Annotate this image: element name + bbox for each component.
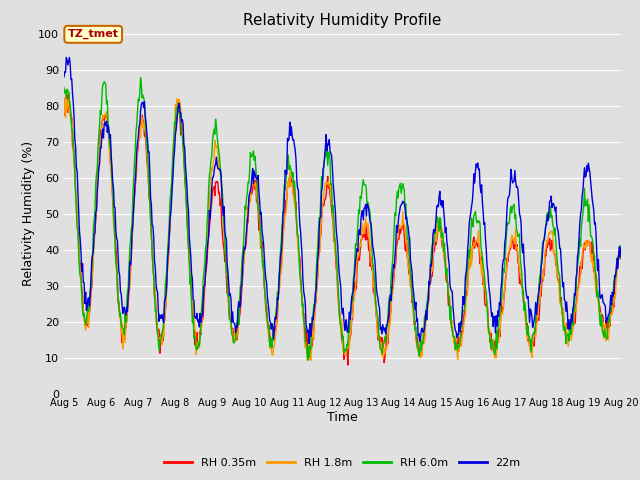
RH 0.35m — [344, 362, 351, 368]
RH 6.0m — [304, 358, 312, 363]
RH 6.0m — [183, 208, 191, 214]
RH 0.35m — [445, 302, 452, 308]
RH 1.8m — [63, 91, 70, 96]
RH 6.0m — [390, 243, 397, 249]
22m — [305, 341, 313, 347]
Legend: RH 0.35m, RH 1.8m, RH 6.0m, 22m: RH 0.35m, RH 1.8m, RH 6.0m, 22m — [159, 453, 525, 472]
RH 0.35m — [335, 299, 342, 305]
RH 6.0m — [617, 243, 625, 249]
22m — [568, 312, 575, 317]
X-axis label: Time: Time — [327, 411, 358, 424]
RH 1.8m — [617, 246, 625, 252]
Line: RH 1.8m: RH 1.8m — [64, 94, 621, 360]
RH 0.35m — [65, 89, 72, 95]
Line: RH 0.35m: RH 0.35m — [64, 92, 621, 365]
RH 1.8m — [183, 202, 191, 208]
RH 0.35m — [390, 281, 397, 287]
22m — [335, 272, 343, 277]
RH 1.8m — [568, 337, 575, 343]
RH 0.35m — [568, 320, 575, 325]
RH 1.8m — [60, 96, 68, 101]
Line: RH 6.0m: RH 6.0m — [64, 78, 621, 360]
22m — [207, 201, 215, 206]
RH 1.8m — [390, 279, 397, 285]
RH 1.8m — [307, 358, 314, 363]
22m — [60, 74, 68, 80]
RH 6.0m — [335, 312, 343, 318]
RH 0.35m — [60, 96, 68, 101]
RH 0.35m — [207, 203, 215, 209]
RH 6.0m — [445, 293, 452, 299]
RH 1.8m — [335, 313, 343, 319]
RH 0.35m — [183, 216, 191, 222]
RH 6.0m — [60, 84, 68, 90]
22m — [445, 255, 452, 261]
22m — [617, 245, 625, 251]
Text: TZ_tmet: TZ_tmet — [68, 29, 118, 39]
RH 6.0m — [568, 332, 575, 337]
Line: 22m: 22m — [64, 58, 621, 344]
Title: Relativity Humidity Profile: Relativity Humidity Profile — [243, 13, 442, 28]
22m — [390, 262, 397, 268]
RH 6.0m — [137, 75, 145, 81]
RH 6.0m — [207, 157, 215, 163]
22m — [63, 55, 70, 60]
22m — [183, 184, 191, 190]
RH 0.35m — [617, 256, 625, 262]
Y-axis label: Relativity Humidity (%): Relativity Humidity (%) — [22, 141, 35, 286]
RH 1.8m — [445, 286, 452, 292]
RH 1.8m — [207, 173, 215, 179]
